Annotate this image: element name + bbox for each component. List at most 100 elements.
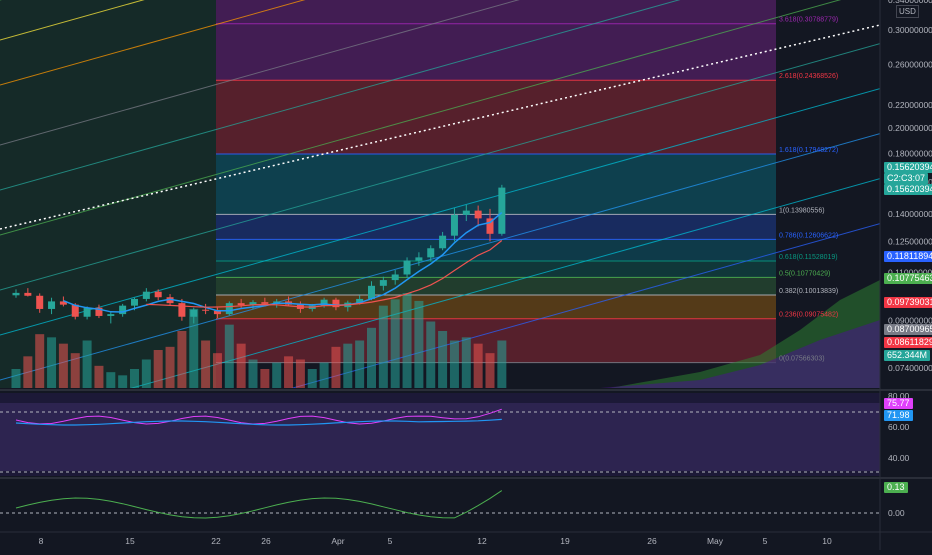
volume-bar xyxy=(497,340,507,388)
price-tick-label: 0.14000000 xyxy=(888,209,932,219)
fib-level-label: 0.618(0.11528019) xyxy=(779,254,838,261)
volume-bar xyxy=(11,369,21,388)
candle-body xyxy=(71,304,79,317)
time-tick-label: 12 xyxy=(477,536,487,546)
price-tick-label: 0.11000000 xyxy=(888,267,932,277)
candle-body xyxy=(486,218,494,234)
fib-level-label: 1.618(0.17948272) xyxy=(779,147,838,154)
channel-line xyxy=(0,0,681,191)
price-tag: 0.08700965 xyxy=(884,324,932,335)
fib-band xyxy=(216,318,776,363)
volume-bar xyxy=(58,343,68,388)
time-tick-label: 26 xyxy=(261,536,271,546)
oscillator-pane[interactable] xyxy=(0,490,880,519)
oscillator-tick-label: 0.00 xyxy=(888,508,905,518)
candle-body xyxy=(166,297,174,304)
fib-band xyxy=(216,0,776,24)
candle-body xyxy=(36,295,44,309)
time-tick-label: May xyxy=(707,536,724,546)
volume-bar xyxy=(473,343,483,388)
candle-body xyxy=(368,285,375,299)
price-tag: C2:C3:07 xyxy=(884,173,929,184)
volume-bar xyxy=(236,343,246,388)
candle-body xyxy=(498,187,506,234)
candle-body xyxy=(119,305,127,315)
price-tag: 0.08611829 xyxy=(884,337,932,348)
candle-body xyxy=(213,310,221,315)
dotted-trend-line xyxy=(0,24,880,230)
volume-bar xyxy=(426,321,436,388)
price-tag: 0.09739031 xyxy=(884,297,932,308)
candle-body xyxy=(427,248,435,258)
price-tick-label: 0.22000000 xyxy=(888,100,932,110)
candle-body xyxy=(415,257,423,261)
volume-bar xyxy=(284,356,294,388)
volume-bar xyxy=(35,334,45,388)
rsi-tick-label: 80.00 xyxy=(888,391,910,401)
time-tick-label: 22 xyxy=(211,536,221,546)
fib-level-label: 0(0.07566303) xyxy=(779,356,825,363)
rsi-line xyxy=(15,408,502,425)
candle-body xyxy=(154,291,162,298)
volume-bar xyxy=(177,331,187,388)
candle-body xyxy=(261,302,269,304)
oscillator-line xyxy=(15,490,503,519)
volume-bar xyxy=(106,372,116,388)
volume-bar xyxy=(367,327,376,388)
price-pane[interactable]: 0(0.07566303) 0.236(0.09075482) 0.382(0.10… xyxy=(0,0,880,470)
fib-level-label: 0.236(0.09075482) xyxy=(779,312,838,319)
volume-bar xyxy=(201,340,211,388)
rsi-tick-label: 60.00 xyxy=(888,422,910,432)
candle-body xyxy=(24,292,32,296)
rsi-value-tag: 71.98 xyxy=(884,410,913,421)
volume-bar xyxy=(94,365,104,388)
time-tick-label: Apr xyxy=(331,536,344,546)
currency-badge[interactable]: USD xyxy=(896,5,919,18)
price-tick-label: 0.07400000 xyxy=(888,363,932,373)
volume-bar xyxy=(461,337,471,388)
candle-body xyxy=(332,299,340,308)
volume-bar xyxy=(248,359,258,388)
time-tick-label: 19 xyxy=(560,536,570,546)
volume-bar xyxy=(47,337,57,388)
rsi-band xyxy=(0,403,880,471)
candle-body xyxy=(178,303,186,317)
candle-body xyxy=(237,303,245,306)
fib-band xyxy=(216,294,776,319)
channel-line xyxy=(0,0,842,236)
fib-level-label: 0.5(0.10770429) xyxy=(779,270,830,277)
volume-bar xyxy=(130,369,139,388)
volume-bar xyxy=(82,340,92,388)
price-tick-label: 0.09000000 xyxy=(888,316,932,326)
ichimoku-cloud-lower xyxy=(600,320,880,388)
volume-bar xyxy=(295,359,305,388)
rsi-ma-line xyxy=(15,418,502,426)
fib-band xyxy=(216,154,776,215)
fib-level-label: 3.618(0.30788779) xyxy=(779,17,838,24)
price-tag: 0.15620394 xyxy=(884,184,932,195)
oscillator-value-tag: 0.13 xyxy=(884,482,908,493)
left-zone-shade xyxy=(0,0,216,388)
candle-body xyxy=(439,235,447,249)
volume-bar xyxy=(307,369,317,388)
candle-body xyxy=(131,298,138,306)
candle-body xyxy=(59,301,67,305)
price-tag: 0.10775463 xyxy=(884,273,932,284)
rsi-pane[interactable] xyxy=(0,393,880,476)
volume-bar xyxy=(343,343,353,388)
channel-line xyxy=(0,0,306,86)
candle-body xyxy=(474,210,482,219)
moving-average-long xyxy=(146,240,503,308)
channel-line xyxy=(0,43,880,291)
time-tick-label: 5 xyxy=(388,536,393,546)
fib-band xyxy=(216,23,776,81)
volume-bar xyxy=(153,350,163,388)
time-tick-label: 15 xyxy=(125,536,135,546)
volume-bar xyxy=(224,324,234,388)
candle-body xyxy=(462,210,470,215)
candle-body xyxy=(225,303,233,315)
fib-band xyxy=(216,260,776,278)
